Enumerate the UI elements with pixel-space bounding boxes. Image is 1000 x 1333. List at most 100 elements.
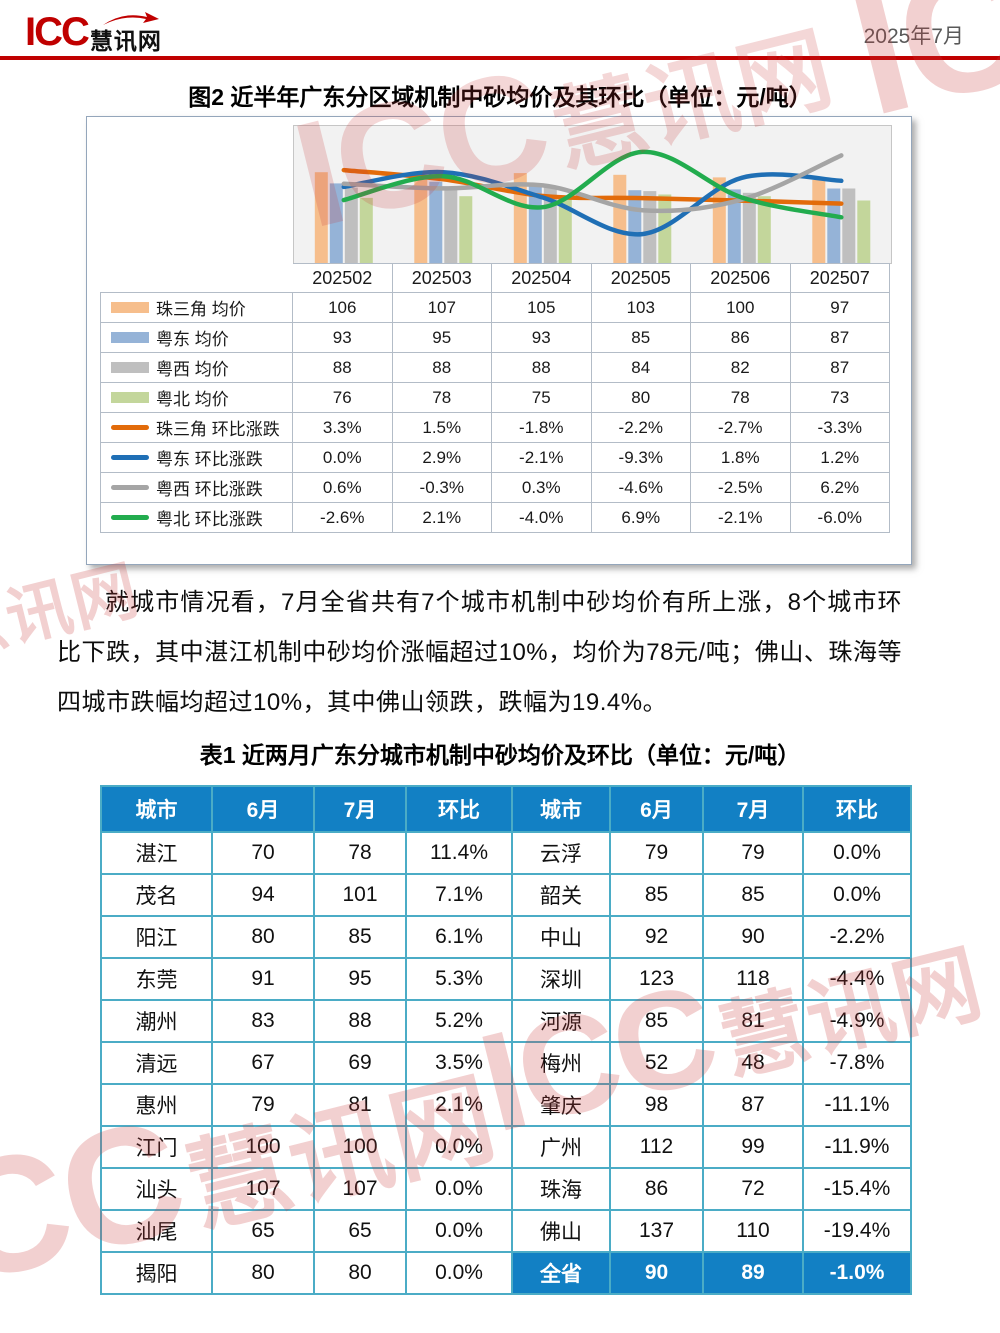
line-粤东 环比涨跌 <box>341 169 844 237</box>
mom-cell-right: -11.9% <box>802 1125 912 1169</box>
city-cell-right: 深圳 <box>511 957 611 1001</box>
mom-cell-right: -19.4% <box>802 1209 912 1253</box>
city-table-header-cell: 环比 <box>405 785 513 833</box>
chart-month-header: 202507 <box>790 263 890 293</box>
series-value-cell: 100 <box>691 293 791 323</box>
series-legend: 粤东 环比涨跌 <box>100 443 293 473</box>
bar-粤北 均价 <box>857 200 871 263</box>
series-legend: 粤北 环比涨跌 <box>100 503 293 533</box>
line-swatch-icon <box>111 485 149 490</box>
series-value-cell: 93 <box>293 323 393 353</box>
series-value-cell: -9.3% <box>591 443 691 473</box>
jun-cell-right: 98 <box>609 1083 704 1127</box>
series-value-cell: 95 <box>392 323 492 353</box>
jul-cell-right: 81 <box>702 999 804 1043</box>
city-table-header-cell: 6月 <box>211 785 315 833</box>
chart-table-corner <box>100 263 293 293</box>
jul-cell-left: 65 <box>313 1209 407 1253</box>
jun-cell-left: 67 <box>211 1041 315 1085</box>
mom-cell-left: 3.5% <box>405 1041 513 1085</box>
city-cell-left: 汕尾 <box>100 1209 213 1253</box>
mom-cell-left: 2.1% <box>405 1083 513 1127</box>
series-value-cell: 106 <box>293 293 393 323</box>
series-value-cell: -4.0% <box>492 503 592 533</box>
series-value-cell: 82 <box>691 353 791 383</box>
bar-粤北 均价 <box>757 196 771 263</box>
city-cell-right: 河源 <box>511 999 611 1043</box>
bar-粤东 均价 <box>528 183 542 263</box>
figure-title: 图2 近半年广东分区域机制中砂均价及其环比（单位：元/吨） <box>188 84 812 110</box>
jun-cell-right: 52 <box>609 1041 704 1085</box>
series-value-cell: 3.3% <box>293 413 393 443</box>
bar-swatch-icon <box>111 362 149 373</box>
mom-cell-left: 0.0% <box>405 1251 513 1295</box>
mom-cell-right: 0.0% <box>802 873 912 917</box>
series-label: 粤东 均价 <box>156 330 229 349</box>
jul-cell-left: 95 <box>313 957 407 1001</box>
swoosh-icon <box>103 12 159 25</box>
series-label: 粤北 环比涨跌 <box>156 510 263 529</box>
series-value-cell: 87 <box>790 323 890 353</box>
jul-cell-left: 101 <box>313 873 407 917</box>
jun-cell-right: 90 <box>609 1251 704 1295</box>
series-label: 粤西 环比涨跌 <box>156 480 263 499</box>
line-swatch-icon <box>111 455 149 460</box>
city-table-header-cell: 7月 <box>702 785 804 833</box>
chart-month-header: 202502 <box>293 263 393 293</box>
series-value-cell: -2.5% <box>691 473 791 503</box>
mom-cell-left: 0.0% <box>405 1167 513 1211</box>
series-value-cell: -2.7% <box>691 413 791 443</box>
table-row: 潮州 83 88 5.2% 河源 85 81 -4.9% <box>100 999 912 1043</box>
header-rule <box>0 56 1000 60</box>
bar-粤西 均价 <box>742 192 756 263</box>
jul-cell-right: 90 <box>702 915 804 959</box>
table-row: 湛江 70 78 11.4% 云浮 79 79 0.0% <box>100 831 912 875</box>
series-value-cell: 78 <box>392 383 492 413</box>
series-value-cell: 1.2% <box>790 443 890 473</box>
jun-cell-left: 100 <box>211 1125 315 1169</box>
jul-cell-left: 88 <box>313 999 407 1043</box>
jun-cell-right: 92 <box>609 915 704 959</box>
series-legend: 粤西 均价 <box>100 353 293 383</box>
series-value-cell: 6.9% <box>591 503 691 533</box>
bar-swatch-icon <box>111 332 149 343</box>
series-value-cell: 2.9% <box>392 443 492 473</box>
city-cell-left: 惠州 <box>100 1083 213 1127</box>
mom-cell-right: -1.0% <box>802 1251 912 1295</box>
jun-cell-left: 79 <box>211 1083 315 1127</box>
bar-粤北 均价 <box>558 198 572 263</box>
city-table-head: 城市 6月 7月 环比 城市 6月 7月 环比 <box>100 785 912 833</box>
mom-cell-left: 5.2% <box>405 999 513 1043</box>
chart-month-header: 202503 <box>392 263 492 293</box>
table-title: 表1 近两月广东分城市机制中砂均价及环比（单位：元/吨） <box>199 742 801 768</box>
jun-cell-right: 137 <box>609 1209 704 1253</box>
bar-粤东 均价 <box>628 190 642 263</box>
series-value-cell: 88 <box>492 353 592 383</box>
city-cell-right: 广州 <box>511 1125 611 1169</box>
chart-data-table: 202502 202503 202504 202505 202506 202507 珠三角 … <box>100 263 890 533</box>
jul-cell-right: 118 <box>702 957 804 1001</box>
combo-chart <box>314 149 871 263</box>
jun-cell-right: 85 <box>609 999 704 1043</box>
city-cell-right: 佛山 <box>511 1209 611 1253</box>
bar-粤东 均价 <box>827 188 841 263</box>
table-row: 汕尾 65 65 0.0% 佛山 137 110 -19.4% <box>100 1209 912 1253</box>
city-cell-right: 全省 <box>511 1251 611 1295</box>
series-value-cell: 88 <box>293 353 393 383</box>
series-value-cell: 86 <box>691 323 791 353</box>
bar-粤北 均价 <box>359 197 373 263</box>
series-value-cell: -6.0% <box>790 503 890 533</box>
table-row: 汕头 107 107 0.0% 珠海 86 72 -15.4% <box>100 1167 912 1211</box>
series-value-cell: -2.1% <box>492 443 592 473</box>
jul-cell-left: 107 <box>313 1167 407 1211</box>
chart-month-header: 202505 <box>591 263 691 293</box>
series-value-cell: 1.8% <box>691 443 791 473</box>
series-value-cell: -0.3% <box>392 473 492 503</box>
city-cell-right: 梅州 <box>511 1041 611 1085</box>
series-value-cell: 73 <box>790 383 890 413</box>
mom-cell-right: -15.4% <box>802 1167 912 1211</box>
city-cell-right: 中山 <box>511 915 611 959</box>
line-swatch-icon <box>111 425 149 430</box>
bar-粤东 均价 <box>329 183 343 263</box>
